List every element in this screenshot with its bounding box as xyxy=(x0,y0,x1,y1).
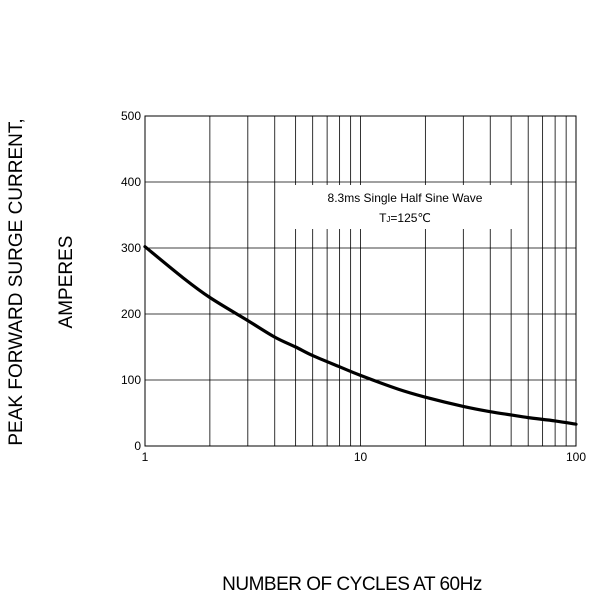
x-tick-labels: 1 10 100 xyxy=(142,450,587,464)
annotation-line-1: 8.3ms Single Half Sine Wave xyxy=(328,191,483,205)
annotation-box xyxy=(292,185,518,229)
y-tick-label: 500 xyxy=(121,109,141,123)
annotation-line-2: TJ=125℃ xyxy=(379,211,431,225)
y-axis-label-line-1: PEAK FORWARD SURGE CURRENT, xyxy=(6,118,27,445)
y-tick-labels: 0 100 200 300 400 500 xyxy=(121,109,141,453)
x-axis-label: NUMBER OF CYCLES AT 60Hz xyxy=(222,574,482,595)
grid xyxy=(145,116,576,446)
y-tick-label: 300 xyxy=(121,241,141,255)
y-tick-label: 0 xyxy=(134,439,141,453)
plot-frame xyxy=(144,115,577,447)
y-tick-label: 400 xyxy=(121,175,141,189)
y-tick-label: 200 xyxy=(121,307,141,321)
y-tick-label: 100 xyxy=(121,373,141,387)
x-tick-label: 10 xyxy=(354,450,368,464)
y-axis-label: PEAK FORWARD SURGE CURRENT, AMPERES xyxy=(6,118,77,445)
x-tick-label: 100 xyxy=(566,450,586,464)
x-tick-label: 1 xyxy=(142,450,149,464)
y-axis-label-line-2: AMPERES xyxy=(56,236,77,329)
series-line xyxy=(143,245,578,426)
